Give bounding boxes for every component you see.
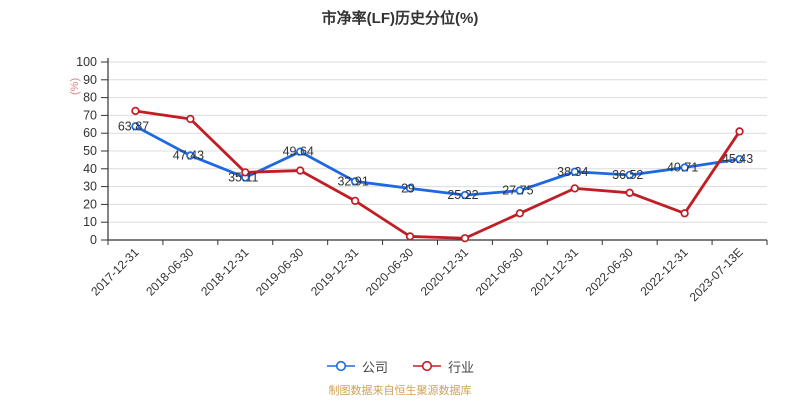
svg-text:36.52: 36.52 [612, 168, 643, 182]
data-labels: 63.87 47.43 35.11 49.64 32.91 29 25.22 27.75 38.… [118, 119, 753, 202]
svg-text:10: 10 [83, 215, 97, 229]
svg-text:2021-12-31: 2021-12-31 [528, 245, 582, 299]
svg-text:2022-06-30: 2022-06-30 [583, 245, 637, 299]
svg-text:29: 29 [401, 181, 415, 195]
svg-text:63.87: 63.87 [118, 119, 149, 133]
svg-text:45.43: 45.43 [722, 152, 753, 166]
chart-title: 市净率(LF)历史分位(%) [321, 10, 479, 27]
svg-text:2022-12-31: 2022-12-31 [637, 245, 691, 299]
svg-text:20: 20 [83, 197, 97, 211]
x-axis-labels: 2017-12-31 2018-06-30 2018-12-31 2019-06-30… [88, 245, 745, 304]
svg-text:80: 80 [83, 91, 97, 105]
svg-text:2023-07-13E: 2023-07-13E [687, 245, 746, 304]
svg-text:2020-12-31: 2020-12-31 [418, 245, 472, 299]
legend-item-company[interactable]: 公司 [326, 357, 388, 376]
svg-text:27.75: 27.75 [502, 184, 533, 198]
company-line-marker-icon [326, 360, 355, 372]
industry-line-marker-icon [413, 360, 441, 372]
x-axis-ticks [107, 240, 768, 245]
svg-text:25.22: 25.22 [447, 188, 478, 202]
svg-text:90: 90 [83, 73, 97, 87]
svg-text:32.91: 32.91 [337, 174, 368, 188]
svg-text:40.71: 40.71 [667, 161, 698, 175]
y-axis-unit-label: (%) [69, 78, 81, 95]
legend-label-company: 公司 [361, 359, 388, 375]
svg-text:49.64: 49.64 [283, 145, 314, 159]
data-source-note: 制图数据来自恒生聚源数据库 [328, 385, 472, 397]
gridlines [108, 61, 767, 223]
svg-text:30: 30 [83, 180, 97, 194]
svg-text:40: 40 [83, 162, 97, 176]
svg-text:35.11: 35.11 [228, 171, 258, 185]
svg-text:47.43: 47.43 [173, 149, 204, 163]
svg-text:2020-06-30: 2020-06-30 [363, 245, 417, 299]
series-line-0 [131, 122, 744, 200]
svg-text:2017-12-31: 2017-12-31 [88, 245, 142, 299]
legend: 公司 行业 [0, 356, 800, 376]
svg-text:60: 60 [83, 126, 97, 140]
svg-text:0: 0 [90, 233, 97, 247]
legend-item-industry[interactable]: 行业 [412, 357, 474, 376]
axes [107, 58, 767, 241]
svg-text:2018-12-31: 2018-12-31 [198, 245, 252, 299]
legend-label-industry: 行业 [448, 359, 475, 375]
svg-text:2021-06-30: 2021-06-30 [473, 245, 527, 299]
svg-text:70: 70 [83, 108, 97, 122]
svg-text:2019-12-31: 2019-12-31 [308, 245, 362, 299]
series-line-1 [131, 106, 744, 243]
svg-text:100: 100 [76, 55, 97, 69]
svg-text:38.34: 38.34 [557, 165, 588, 179]
svg-text:50: 50 [83, 144, 97, 158]
svg-text:2019-06-30: 2019-06-30 [253, 245, 307, 299]
svg-text:2018-06-30: 2018-06-30 [143, 245, 197, 299]
y-axis-labels: 0 10 20 30 40 50 60 70 80 90 100 [76, 55, 108, 247]
